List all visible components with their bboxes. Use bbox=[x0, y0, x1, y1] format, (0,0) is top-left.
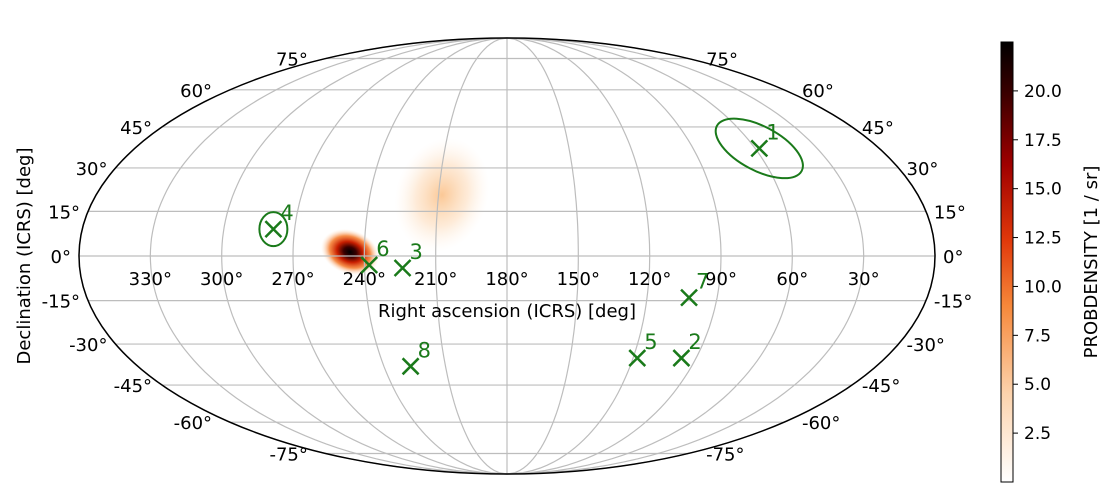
ra-tick-labels: 330° 300° 270° 240° 210° 180° 150° 120° 90° 60° 30… bbox=[129, 269, 880, 290]
dec-tick-label-left: -75° bbox=[269, 445, 307, 466]
ra-tick-label: 120° bbox=[628, 269, 671, 290]
source-marker-1: 1 bbox=[714, 117, 804, 180]
dec-tick-label-left: 45° bbox=[120, 118, 152, 139]
ra-tick-label: 180° bbox=[485, 269, 528, 290]
dec-tick-label-right: -60° bbox=[802, 413, 840, 434]
ra-tick-label: 330° bbox=[129, 269, 172, 290]
colorbar-gradient bbox=[1000, 41, 1014, 483]
dec-tick-label-left: -30° bbox=[69, 335, 107, 356]
colorbar-tick-label: 5.0 bbox=[1024, 375, 1051, 395]
error-ellipse bbox=[714, 117, 804, 180]
ra-tick-label: 90° bbox=[705, 269, 737, 290]
dec-tick-label-left: 15° bbox=[48, 202, 80, 223]
dec-tick-label-right: 30° bbox=[907, 159, 939, 180]
colorbar-ticks: 2.5 5.0 7.5 10.0 12.5 15.0 17.5 20.0 bbox=[1013, 82, 1062, 444]
coordinate-grid bbox=[78, 37, 936, 475]
source-marker-label: 3 bbox=[410, 240, 423, 264]
colorbar: 2.5 5.0 7.5 10.0 12.5 15.0 17.5 20.0 PROBDENSIT… bbox=[1000, 41, 1102, 483]
colorbar-tick-label: 15.0 bbox=[1024, 180, 1062, 200]
dec-tick-label-right: -15° bbox=[934, 292, 972, 313]
source-marker-2: 2 bbox=[672, 330, 702, 367]
sky-outline bbox=[78, 37, 936, 475]
source-marker-7: 7 bbox=[680, 270, 709, 307]
dec-tick-label-right: 60° bbox=[802, 81, 834, 102]
faint-probability-region bbox=[394, 138, 490, 252]
source-marker-label: 1 bbox=[766, 120, 779, 144]
dec-tick-label-right: 0° bbox=[943, 247, 963, 268]
source-marker-label: 4 bbox=[280, 201, 293, 225]
dec-tick-labels: 75° 75° 60° 60° 45° 45° 30° 30° 15° 15° 0° 0° -15° -1… bbox=[42, 49, 973, 465]
colorbar-tick-label: 17.5 bbox=[1024, 131, 1062, 151]
colorbar-tick-label: 2.5 bbox=[1024, 424, 1051, 444]
ra-tick-label: 30° bbox=[848, 269, 880, 290]
dec-tick-label-right: 15° bbox=[934, 202, 966, 223]
ra-tick-label: 60° bbox=[776, 269, 808, 290]
colorbar-tick-label: 7.5 bbox=[1024, 326, 1051, 346]
source-marker-4: 4 bbox=[258, 201, 294, 248]
x-axis-label: Right ascension (ICRS) [deg] bbox=[378, 301, 636, 322]
colorbar-tick-label: 10.0 bbox=[1024, 277, 1062, 297]
source-marker-label: 7 bbox=[696, 270, 709, 294]
colorbar-tick-label: 20.0 bbox=[1024, 82, 1062, 102]
error-ellipse bbox=[258, 211, 289, 248]
source-markers: 1 2 3 4 5 6 7 8 bbox=[258, 117, 804, 376]
y-axis-label: Declination (ICRS) [deg] bbox=[14, 147, 35, 364]
ra-tick-label: 270° bbox=[271, 269, 314, 290]
dec-tick-label-left: -45° bbox=[114, 376, 152, 397]
dec-tick-label-left: 75° bbox=[276, 49, 308, 70]
colorbar-label: PROBDENSITY [1 / sr] bbox=[1081, 166, 1102, 359]
dec-tick-label-left: -15° bbox=[42, 292, 80, 313]
source-marker-8: 8 bbox=[401, 338, 431, 376]
source-marker-5: 5 bbox=[628, 330, 658, 367]
ra-tick-label: 150° bbox=[557, 269, 600, 290]
source-marker-label: 6 bbox=[376, 237, 389, 261]
colorbar-tick-label: 12.5 bbox=[1024, 229, 1062, 249]
source-marker-label: 5 bbox=[644, 330, 657, 354]
dec-tick-label-left: 60° bbox=[180, 81, 212, 102]
source-marker-3: 3 bbox=[393, 240, 423, 277]
dec-tick-label-right: 45° bbox=[862, 118, 894, 139]
dec-tick-label-right: -75° bbox=[706, 445, 744, 466]
source-marker-6: 6 bbox=[360, 237, 390, 274]
dec-tick-label-right: 75° bbox=[706, 49, 738, 70]
source-marker-label: 8 bbox=[418, 338, 431, 362]
dec-tick-label-left: -60° bbox=[174, 413, 212, 434]
ra-tick-label: 210° bbox=[414, 269, 457, 290]
dec-tick-label-left: 30° bbox=[76, 159, 108, 180]
dec-tick-label-right: -30° bbox=[907, 335, 945, 356]
source-marker-label: 2 bbox=[688, 330, 701, 354]
ra-tick-label: 300° bbox=[200, 269, 243, 290]
dec-tick-label-left: 0° bbox=[51, 247, 71, 268]
ra-tick-label: 240° bbox=[343, 269, 386, 290]
dec-tick-label-right: -45° bbox=[862, 376, 900, 397]
